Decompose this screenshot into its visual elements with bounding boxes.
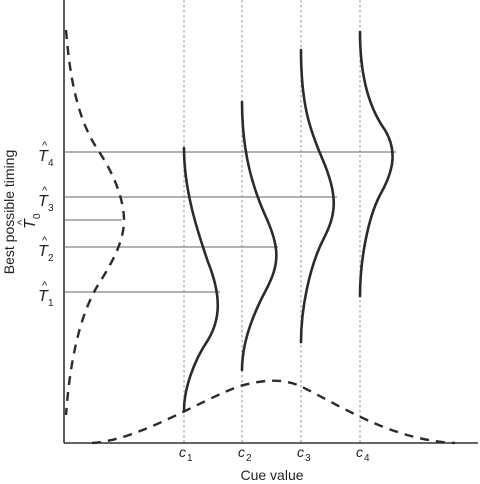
t-hat-0-sub: 0 [32, 213, 43, 219]
t-hat-0-base: T [22, 218, 39, 229]
t-hat-3-base: T [38, 193, 49, 210]
cue-label-c2: c 2 [238, 444, 252, 464]
cue-label-c1-sub: 1 [187, 453, 193, 464]
cue-label-c3: c 3 [297, 444, 311, 464]
prior-timing-distribution [64, 29, 126, 416]
y-axis-label: Best possible timing [1, 150, 17, 275]
t-hat-0-hat: ^ [16, 219, 28, 225]
t-hat-4-sub: 4 [48, 158, 54, 169]
cue-value-distribution [91, 379, 456, 445]
t-hat-1-sub: 1 [48, 298, 54, 309]
t-hat-3-hat: ^ [42, 185, 48, 197]
conditional-curve-c4 [358, 30, 394, 298]
t-hat-2-base: T [38, 243, 49, 260]
t-hat-4-label: ^ T 4 [38, 140, 54, 169]
cue-label-c3-sub: 3 [305, 453, 311, 464]
cue-label-c1: c 1 [179, 444, 193, 464]
t-hat-2-hat: ^ [42, 235, 48, 247]
t-hat-4-hat: ^ [42, 140, 48, 152]
conditional-curve-c3 [299, 48, 336, 344]
t-hat-1-label: ^ T 1 [38, 280, 54, 309]
x-axis-label: Cue value [240, 467, 303, 483]
t-hat-0-label: ^ T 0 [16, 213, 43, 229]
t-hat-1-base: T [38, 288, 49, 305]
cue-label-c2-sub: 2 [246, 453, 252, 464]
t-hat-4-base: T [38, 148, 49, 165]
cue-label-c4-sub: 4 [364, 453, 370, 464]
t-hat-1-hat: ^ [42, 280, 48, 292]
t-hat-3-sub: 3 [48, 203, 54, 214]
cue-label-c4-base: c [356, 444, 363, 460]
cue-label-c4: c 4 [356, 444, 370, 464]
t-hat-3-label: ^ T 3 [38, 185, 54, 214]
t-hat-2-sub: 2 [48, 253, 54, 264]
cue-label-c2-base: c [238, 444, 245, 460]
cue-label-c3-base: c [297, 444, 304, 460]
conditional-curve-c2 [240, 100, 278, 372]
cue-label-c1-base: c [179, 444, 186, 460]
t-hat-2-label: ^ T 2 [38, 235, 54, 264]
conditional-curve-c1 [182, 146, 220, 412]
